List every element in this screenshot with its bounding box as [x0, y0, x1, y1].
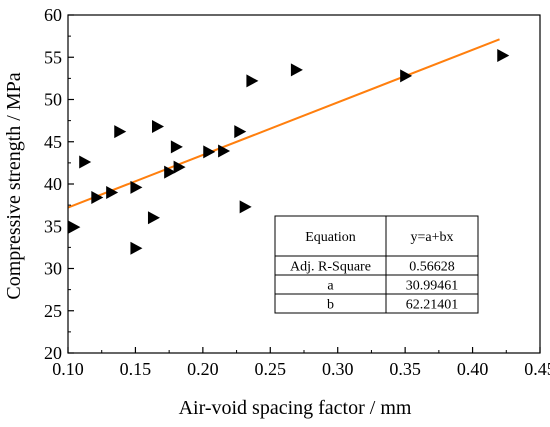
x-tick-label-4: 0.30 — [322, 359, 354, 379]
x-tick-labels: 0.10 0.15 0.20 0.25 0.30 0.35 0.40 0.45 — [52, 359, 550, 379]
x-tick-label-2: 0.20 — [187, 359, 219, 379]
table-cell-0-1: y=a+bx — [410, 230, 453, 245]
y-tick-labels: 20 25 30 35 40 45 50 55 60 — [44, 5, 62, 363]
x-tick-label-3: 0.25 — [255, 359, 287, 379]
data-point-7 — [147, 211, 160, 225]
y-tick-label-8: 60 — [44, 5, 62, 25]
table-cell-2-1: 30.99461 — [406, 279, 459, 294]
data-point-3 — [106, 185, 119, 199]
y-tick-label-2: 30 — [44, 259, 62, 279]
data-point-14 — [234, 125, 247, 139]
data-point-8 — [152, 120, 165, 134]
data-point-15 — [239, 200, 252, 214]
x-axis-title: Air-void spacing factor / mm — [179, 397, 412, 419]
table-cell-3-0: b — [327, 298, 334, 313]
y-tick-label-5: 45 — [44, 132, 62, 152]
data-point-12 — [203, 145, 216, 159]
data-point-11 — [173, 160, 186, 174]
x-tick-label-0: 0.10 — [52, 359, 84, 379]
data-point-13 — [218, 144, 231, 158]
x-tick-label-6: 0.40 — [457, 359, 489, 379]
data-point-0 — [68, 220, 81, 234]
data-point-1 — [79, 155, 92, 169]
y-axis-title: Compressive strength / MPa — [3, 72, 25, 299]
table-cell-1-1: 0.56628 — [409, 260, 455, 275]
y-tick-label-0: 20 — [44, 343, 62, 363]
y-tick-label-7: 55 — [44, 47, 62, 67]
y-tick-label-1: 25 — [44, 301, 62, 321]
data-point-9 — [164, 165, 177, 179]
data-point-16 — [246, 74, 259, 88]
data-point-17 — [290, 63, 303, 77]
table-cell-2-0: a — [327, 279, 334, 294]
x-tick-label-5: 0.35 — [389, 359, 421, 379]
data-point-6 — [130, 241, 143, 255]
table-frame — [274, 215, 479, 314]
y-tick-label-4: 40 — [44, 174, 62, 194]
table-cell-0-0: Equation — [305, 230, 356, 245]
fit-line — [67, 38, 500, 209]
axes — [67, 14, 541, 354]
data-point-19 — [497, 49, 510, 63]
data-point-2 — [91, 191, 104, 205]
y-tick-label-3: 35 — [44, 216, 62, 236]
x-tick-label-1: 0.15 — [120, 359, 152, 379]
data-point-5 — [130, 180, 143, 194]
data-points — [68, 49, 510, 255]
regression-table: Equation y=a+bx Adj. R-Square 0.56628 a 30.99… — [274, 215, 479, 314]
data-point-4 — [114, 125, 127, 139]
fit-line-layer — [67, 38, 500, 209]
table-cell-3-1: 62.21401 — [406, 298, 459, 313]
data-point-10 — [170, 140, 183, 154]
x-tick-label-7: 0.45 — [524, 359, 550, 379]
data-point-18 — [400, 69, 413, 83]
y-tick-label-6: 50 — [44, 90, 62, 110]
table-cell-1-0: Adj. R-Square — [290, 260, 371, 275]
